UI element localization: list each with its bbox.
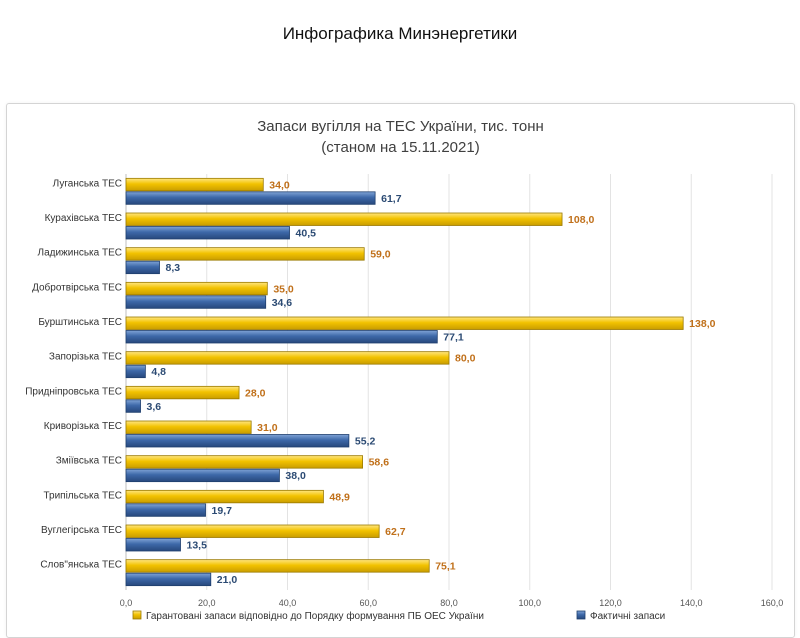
chart-card: Запаси вугілля на ТЕС України, тис. тонн…	[6, 103, 795, 638]
data-label-actual: 21,0	[217, 574, 238, 586]
data-label-actual: 3,6	[147, 401, 162, 413]
data-label-actual: 61,7	[381, 193, 402, 205]
x-tick-label: 80,0	[440, 598, 458, 608]
data-label-guaranteed: 58,6	[369, 457, 390, 469]
y-category-label: Добротвірська ТЕС	[32, 281, 122, 293]
bar-actual	[125, 295, 267, 309]
legend-label-actual: Фактичні запаси	[590, 611, 665, 622]
bar-actual	[125, 226, 290, 240]
bar-guaranteed	[125, 316, 684, 330]
bar-guaranteed	[125, 489, 324, 504]
bar-guaranteed	[125, 247, 365, 261]
chart-title: Запаси вугілля на ТЕС України, тис. тонн	[257, 118, 544, 135]
bar-guaranteed	[125, 420, 252, 434]
bar-guaranteed	[125, 351, 450, 365]
data-label-guaranteed: 48,9	[329, 491, 350, 503]
y-category-label: Слов"янська ТЕС	[40, 560, 122, 571]
bar-guaranteed	[125, 524, 380, 538]
bar-actual	[125, 434, 350, 448]
x-tick-label: 20,0	[198, 598, 216, 608]
bar-actual	[125, 191, 376, 205]
bar-actual	[125, 538, 181, 552]
bar-actual	[125, 260, 160, 275]
bar-actual	[125, 572, 212, 587]
bar-actual	[125, 364, 146, 379]
data-label-guaranteed: 108,0	[568, 214, 594, 226]
data-label-guaranteed: 28,0	[245, 387, 266, 399]
y-category-label: Зміївська ТЕС	[56, 456, 122, 467]
data-label-guaranteed: 35,0	[273, 283, 294, 295]
data-label-guaranteed: 75,1	[435, 561, 456, 573]
data-label-actual: 40,5	[296, 228, 317, 240]
data-label-actual: 19,7	[212, 505, 233, 517]
bar-actual	[125, 468, 280, 483]
x-tick-label: 40,0	[279, 598, 297, 608]
legend-swatch-actual	[576, 610, 586, 620]
x-tick-label: 120,0	[599, 598, 622, 608]
data-label-actual: 34,6	[272, 297, 293, 309]
data-label-actual: 8,3	[166, 262, 181, 274]
y-category-label: Бурштинська ТЕС	[38, 317, 122, 328]
y-category-label: Ладижинська ТЕС	[38, 248, 123, 259]
data-label-actual: 55,2	[355, 436, 376, 448]
x-tick-label: 160,0	[761, 598, 784, 608]
y-category-label: Вуглегірська ТЕС	[41, 525, 122, 536]
bar-chart: 0,0 20,0 40,0 60,0 80,0 100,0 120,0 140,0 160,0 Л…	[25, 174, 784, 622]
data-label-guaranteed: 31,0	[257, 422, 278, 434]
bar-guaranteed	[125, 212, 563, 226]
y-category-label: Трипільська ТЕС	[43, 490, 122, 501]
y-category-label: Криворізька ТЕС	[44, 421, 122, 432]
y-category-label: Курахівська ТЕС	[45, 213, 122, 224]
page-heading: Инфографика Минэнергетики	[282, 24, 518, 43]
data-label-guaranteed: 34,0	[269, 179, 290, 191]
bar-actual	[125, 330, 438, 344]
y-category-label: Придніпровська ТЕС	[25, 386, 122, 397]
bar-actual	[125, 399, 141, 413]
data-label-guaranteed: 59,0	[370, 249, 391, 261]
bar-guaranteed	[125, 177, 264, 192]
data-label-actual: 38,0	[285, 470, 306, 482]
bar-guaranteed	[125, 559, 430, 573]
x-tick-label: 60,0	[359, 598, 377, 608]
bar-guaranteed	[125, 385, 240, 400]
chart-subtitle: (станом на 15.11.2021)	[321, 139, 480, 156]
bar-actual	[125, 503, 206, 517]
data-label-actual: 77,1	[443, 332, 464, 344]
data-label-actual: 13,5	[187, 540, 208, 552]
y-category-label: Луганська ТЕС	[53, 178, 122, 189]
y-category-label: Запорізька ТЕС	[49, 352, 122, 363]
bar-guaranteed	[125, 455, 363, 469]
data-label-actual: 4,8	[151, 366, 166, 378]
x-tick-label: 100,0	[518, 598, 541, 608]
x-tick-label: 140,0	[680, 598, 703, 608]
x-tick-label: 0,0	[120, 598, 133, 608]
legend-swatch-guaranteed	[132, 610, 142, 620]
data-label-guaranteed: 62,7	[385, 526, 406, 538]
data-label-guaranteed: 80,0	[455, 353, 476, 365]
bar-guaranteed	[125, 281, 268, 296]
legend-label-guaranteed: Гарантовані запаси відповідно до Порядку…	[146, 610, 484, 622]
data-label-guaranteed: 138,0	[689, 318, 715, 330]
